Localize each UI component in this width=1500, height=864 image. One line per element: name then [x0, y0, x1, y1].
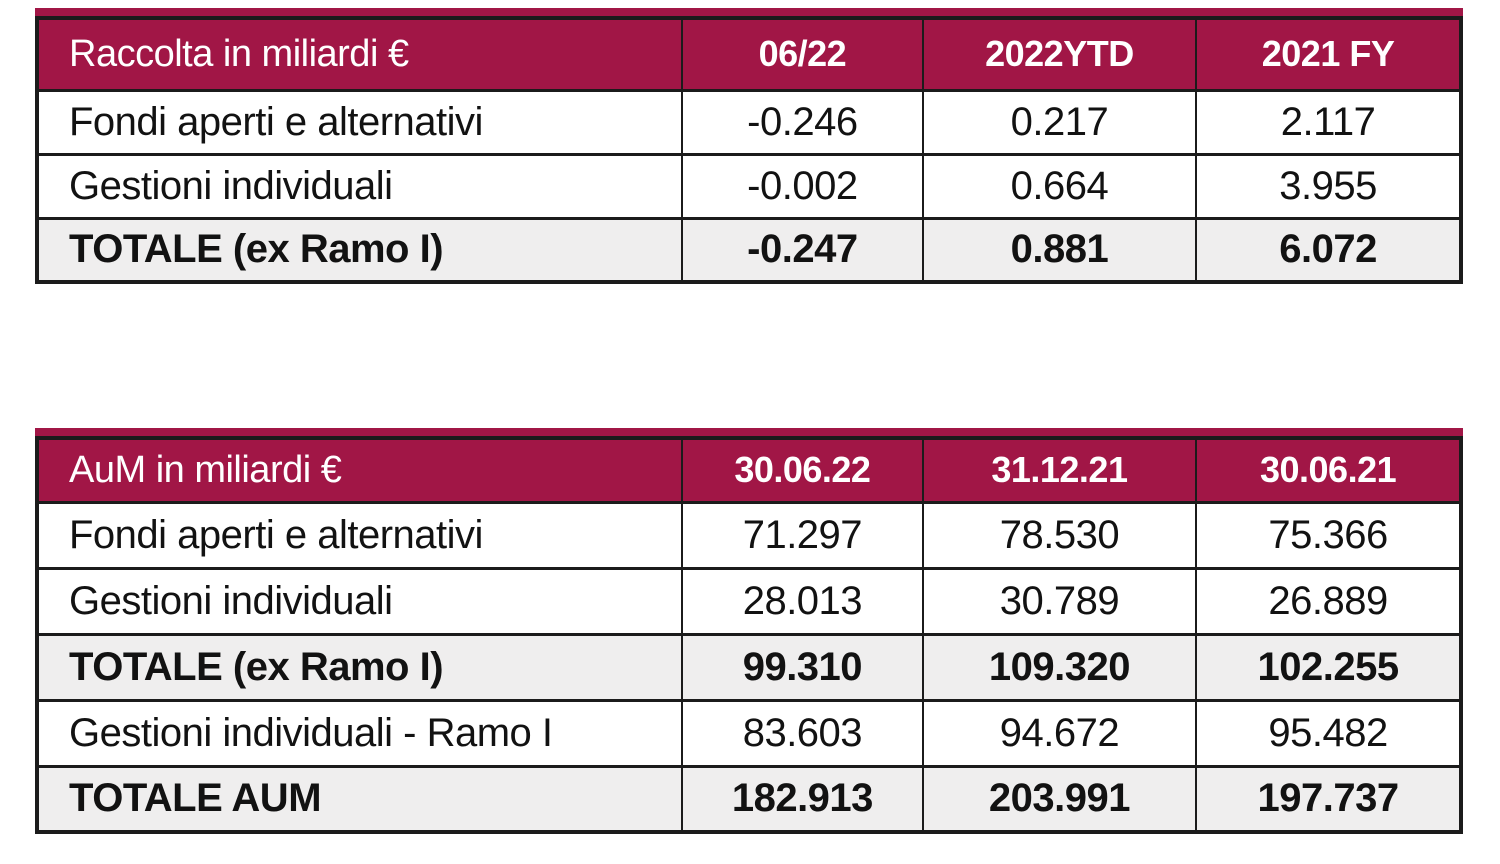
total-row: TOTALE (ex Ramo I) 99.310 109.320 102.25…: [35, 632, 1462, 702]
row-label-cell: TOTALE AUM: [35, 764, 684, 834]
table-row: Fondi aperti e alternativi 71.297 78.530…: [35, 500, 1462, 570]
total-row: TOTALE (ex Ramo I) -0.247 0.881 6.072: [35, 216, 1462, 284]
value-cell: 99.310: [681, 632, 924, 702]
value-cell: 94.672: [921, 698, 1198, 768]
total-row: TOTALE AUM 182.913 203.991 197.737: [35, 764, 1462, 834]
raccolta-title-cell: Raccolta in miliardi €: [35, 16, 684, 92]
value-cell: 6.072: [1195, 216, 1462, 284]
value-cell: -0.002: [681, 152, 924, 220]
row-label-cell: TOTALE (ex Ramo I): [35, 216, 684, 284]
aum-table: AuM in miliardi € 30.06.22 31.12.21 30.0…: [35, 436, 1463, 834]
value-cell: 2.117: [1195, 88, 1462, 156]
aum-col-header-300622: 30.06.22: [681, 436, 924, 504]
value-cell: 75.366: [1195, 500, 1462, 570]
row-label-cell: Gestioni individuali: [35, 566, 684, 636]
row-label-cell: Fondi aperti e alternativi: [35, 88, 684, 156]
value-cell: 26.889: [1195, 566, 1462, 636]
value-cell: 71.297: [681, 500, 924, 570]
value-cell: 3.955: [1195, 152, 1462, 220]
aum-header-row: AuM in miliardi € 30.06.22 31.12.21 30.0…: [35, 436, 1462, 504]
raccolta-top-accent-strip: [35, 8, 1463, 16]
raccolta-table-section: Raccolta in miliardi € 06/22 2022YTD 202…: [35, 8, 1463, 284]
raccolta-table: Raccolta in miliardi € 06/22 2022YTD 202…: [35, 16, 1463, 284]
row-label-cell: TOTALE (ex Ramo I): [35, 632, 684, 702]
aum-col-header-311221: 31.12.21: [921, 436, 1198, 504]
value-cell: 109.320: [921, 632, 1198, 702]
aum-title-cell: AuM in miliardi €: [35, 436, 684, 504]
value-cell: 203.991: [921, 764, 1198, 834]
aum-top-accent-strip: [35, 428, 1463, 436]
raccolta-col-header-2022ytd: 2022YTD: [921, 16, 1198, 92]
table-row: Gestioni individuali -0.002 0.664 3.955: [35, 152, 1462, 220]
value-cell: 197.737: [1195, 764, 1462, 834]
value-cell: 182.913: [681, 764, 924, 834]
raccolta-col-header-2021fy: 2021 FY: [1195, 16, 1462, 92]
value-cell: 78.530: [921, 500, 1198, 570]
table-row: Gestioni individuali 28.013 30.789 26.88…: [35, 566, 1462, 636]
value-cell: 30.789: [921, 566, 1198, 636]
raccolta-col-header-0622: 06/22: [681, 16, 924, 92]
value-cell: -0.246: [681, 88, 924, 156]
value-cell: 102.255: [1195, 632, 1462, 702]
value-cell: 0.664: [921, 152, 1198, 220]
value-cell: 0.881: [921, 216, 1198, 284]
raccolta-header-row: Raccolta in miliardi € 06/22 2022YTD 202…: [35, 16, 1462, 92]
aum-table-section: AuM in miliardi € 30.06.22 31.12.21 30.0…: [35, 428, 1463, 834]
row-label-cell: Fondi aperti e alternativi: [35, 500, 684, 570]
row-label-cell: Gestioni individuali: [35, 152, 684, 220]
value-cell: 95.482: [1195, 698, 1462, 768]
table-row: Fondi aperti e alternativi -0.246 0.217 …: [35, 88, 1462, 156]
value-cell: 83.603: [681, 698, 924, 768]
value-cell: -0.247: [681, 216, 924, 284]
aum-col-header-300621: 30.06.21: [1195, 436, 1462, 504]
table-row: Gestioni individuali - Ramo I 83.603 94.…: [35, 698, 1462, 768]
value-cell: 28.013: [681, 566, 924, 636]
row-label-cell: Gestioni individuali - Ramo I: [35, 698, 684, 768]
value-cell: 0.217: [921, 88, 1198, 156]
